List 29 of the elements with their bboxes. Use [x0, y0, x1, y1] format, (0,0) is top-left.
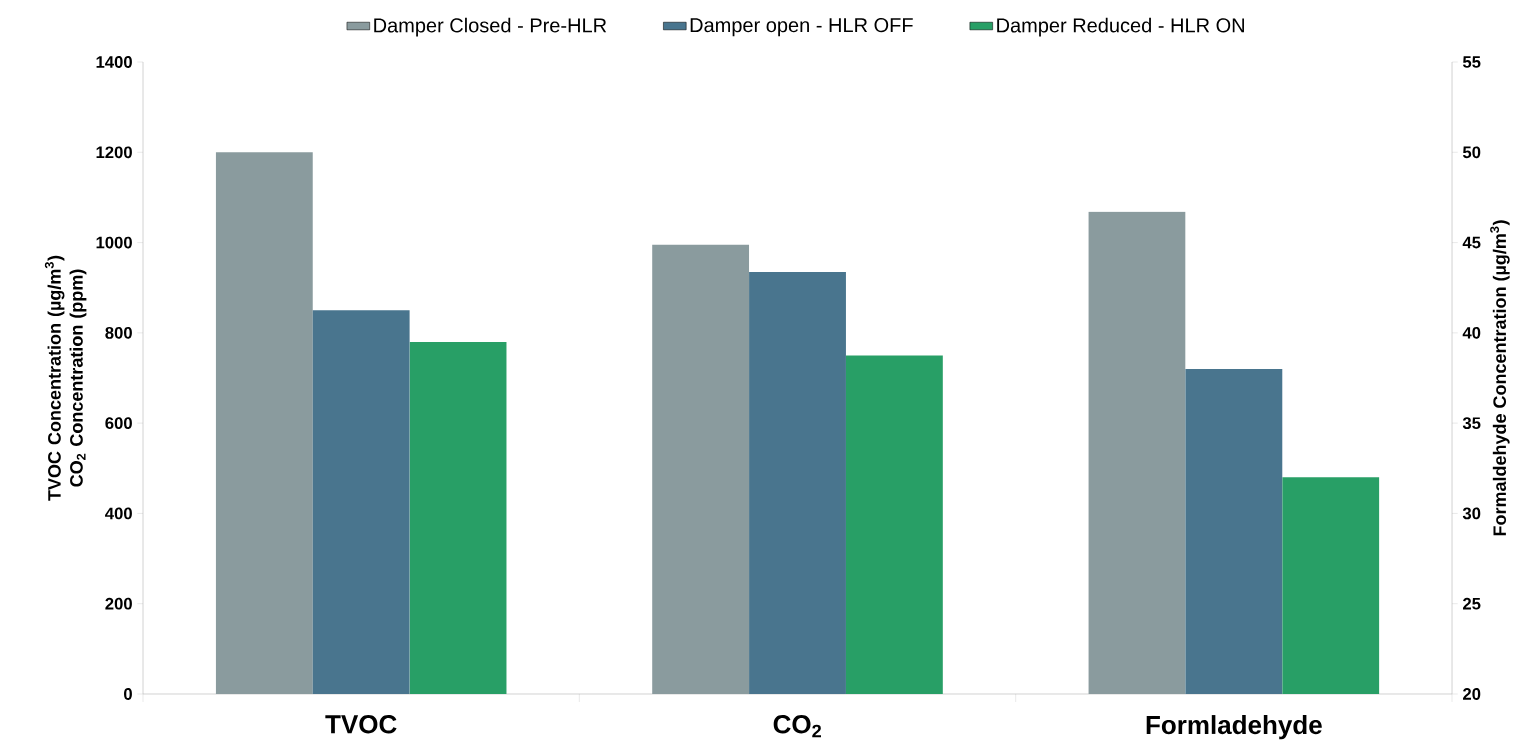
y-tick-label: 1000 [96, 236, 132, 249]
y-tick-label: 600 [105, 417, 132, 430]
bar [652, 244, 750, 694]
y2-tick-label: 55 [1462, 56, 1481, 68]
y-tick-label: 1200 [96, 146, 132, 159]
y-tick-label: 200 [105, 597, 132, 610]
y2-axis-title: Formaldehyde Concentration (µg/m$^{3}$) [1490, 220, 1510, 536]
y2-tick-label: 40 [1462, 326, 1481, 339]
y2-tick-label: 45 [1462, 236, 1481, 249]
y2-tick-label: 25 [1463, 597, 1481, 610]
y2-tick-label: 35 [1462, 417, 1481, 430]
bar [749, 271, 846, 694]
y2-tick-label: 30 [1462, 507, 1481, 520]
y-tick-label: 400 [105, 507, 132, 520]
x-tick-label: CO$_{2}$ [773, 715, 821, 738]
y-tick-label: 0 [124, 688, 132, 700]
y2-tick-label: 20 [1463, 688, 1481, 700]
bar [409, 341, 507, 694]
bar [312, 310, 410, 694]
legend-label: Damper Reduced - HLR ON [997, 17, 1244, 37]
x-tick-label: Formladehyde [1146, 715, 1322, 740]
bar [215, 152, 313, 694]
bar [845, 355, 943, 694]
legend-label: Damper open - HLR OFF [690, 18, 913, 37]
y-tick-label: 1400 [96, 56, 132, 68]
y-tick-label: 800 [105, 326, 132, 339]
y2-tick-label: 50 [1462, 146, 1481, 159]
x-tick-label: TVOC [325, 715, 397, 734]
legend-label: Damper Closed - Pre-HLR [374, 17, 607, 37]
